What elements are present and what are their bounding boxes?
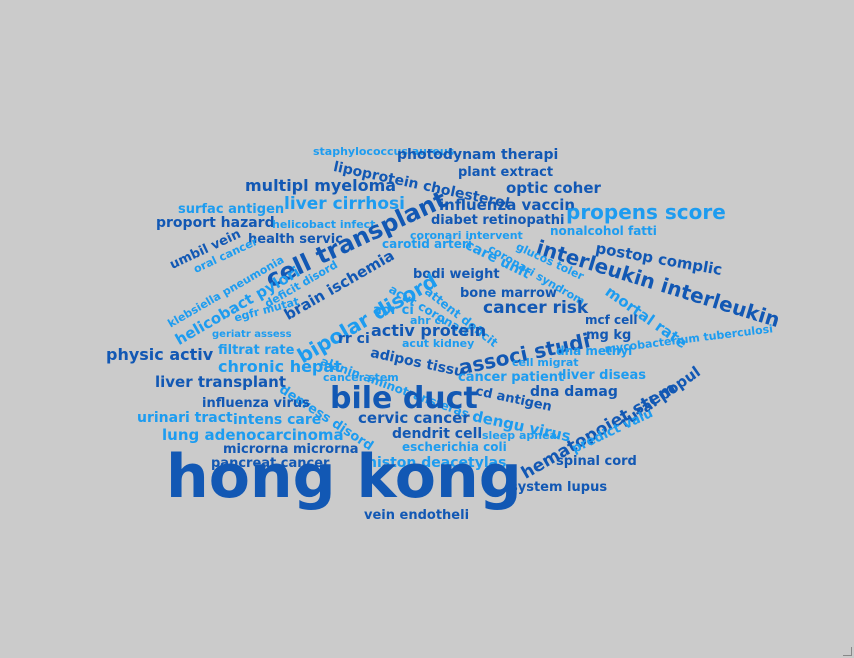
word-dna-methyl: dna methyl xyxy=(556,344,633,358)
word-surfac-antigen: surfac antigen xyxy=(178,202,285,217)
word-spinal-cord: spinal cord xyxy=(556,454,637,469)
word-mg-kg: mg kg xyxy=(586,328,632,343)
word-microrna-microrna: microrna microrna xyxy=(223,442,359,457)
word-influenza-virus: influenza virus xyxy=(202,396,310,411)
word-cell-migrat: cell migrat xyxy=(512,356,579,369)
word-liver-diseas: liver diseas xyxy=(562,368,646,383)
word-rr-ci: rr ci xyxy=(338,331,370,347)
resize-grip[interactable] xyxy=(843,647,852,656)
word-helicobact-infect: helicobact infect xyxy=(272,218,376,231)
word-system-lupus: system lupus xyxy=(510,480,608,495)
word-acut-kidney: acut kidney xyxy=(402,337,475,350)
word-mcf-cell: mcf cell xyxy=(585,313,638,327)
word-sleep-apnea: sleep apnea xyxy=(482,429,557,442)
word-staphylococcus-aureus: staphylococcus aureus xyxy=(313,145,455,158)
word-propens-score: propens score xyxy=(566,200,726,224)
word-health-servic: health servic xyxy=(248,232,343,247)
word-cervic-cancer: cervic cancer xyxy=(358,409,470,427)
word-liver-cirrhosi: liver cirrhosi xyxy=(284,194,405,214)
word-plant-extract: plant extract xyxy=(458,165,554,180)
word-intens-care: intens care xyxy=(233,412,322,428)
word-cancer-risk: cancer risk xyxy=(483,298,589,318)
word-escherichia-coli: escherichia coli xyxy=(402,440,507,454)
word-ahr-ci: ahr ci xyxy=(410,314,445,327)
word-bile-duct: bile duct xyxy=(330,381,478,416)
word-aor-ci: aor ci xyxy=(373,303,414,318)
word-pancreat-cancer: pancreat cancer xyxy=(211,456,330,471)
word-lung-adenocarcinoma: lung adenocarcinoma xyxy=(162,426,344,444)
word-chronic-hepat: chronic hepat xyxy=(218,357,342,376)
word-influenza-vaccin: influenza vaccin xyxy=(439,196,576,214)
word-bone-marrow: bone marrow xyxy=(460,286,557,301)
word-vein-endotheli: vein endotheli xyxy=(364,508,470,523)
word-dendrit-cell: dendrit cell xyxy=(392,426,483,442)
word-dna-damag: dna damag xyxy=(530,384,618,400)
word-coronari-intervent: coronari intervent xyxy=(410,229,523,242)
word-urinari-tract: urinari tract xyxy=(137,410,233,426)
word-photodynam-therapi: photodynam therapi xyxy=(397,147,559,163)
word-bodi-weight: bodi weight xyxy=(413,267,500,282)
word-proport-hazard: proport hazard xyxy=(156,215,275,231)
word-cancer-stem: cancer stem xyxy=(323,371,399,384)
word-hong-kong: hong kong xyxy=(166,442,522,512)
word-carotid-arteri: carotid arteri xyxy=(382,237,472,251)
word-activ-protein: activ protein xyxy=(371,321,487,340)
word-cancer-patient: cancer patient xyxy=(458,370,565,385)
word-diabet-retinopathi: diabet retinopathi xyxy=(431,213,565,228)
word-multipl-myeloma: multipl myeloma xyxy=(245,176,397,195)
word-nonalcohol-fatti: nonalcohol fatti xyxy=(550,224,657,238)
word-histon-deacetylas: histon deacetylas xyxy=(367,455,507,471)
word-optic-coher: optic coher xyxy=(506,179,601,197)
word-filtrat-rate: filtrat rate xyxy=(218,343,295,358)
word-physic-activ: physic activ xyxy=(106,345,214,364)
word-geriatr-assess: geriatr assess xyxy=(212,329,292,340)
word-liver-transplant: liver transplant xyxy=(155,373,287,391)
